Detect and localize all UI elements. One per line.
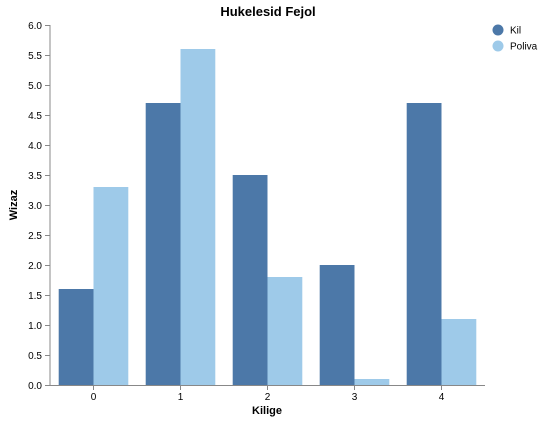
legend-swatch — [492, 40, 504, 52]
y-tick-label: 4.0 — [28, 141, 42, 152]
bar-poliva-0 — [93, 187, 129, 385]
y-tick-label: 1.5 — [28, 291, 42, 302]
bar-kil-1 — [145, 103, 181, 385]
y-tick-label: 5.0 — [28, 81, 42, 92]
bar-kil-4 — [406, 103, 442, 385]
bar-poliva-3 — [354, 379, 390, 385]
x-tick-label: 2 — [265, 392, 271, 403]
y-tick-label: 5.5 — [28, 51, 42, 62]
bar-kil-0 — [58, 289, 94, 385]
y-tick-label: 4.5 — [28, 111, 42, 122]
bar-poliva-4 — [441, 319, 477, 385]
y-tick-label: 0.5 — [28, 351, 42, 362]
legend: Kil Poliva — [492, 24, 538, 53]
y-tick-label: 3.5 — [28, 171, 42, 182]
chart-title: Hukelesid Fejol — [220, 4, 315, 19]
bar-poliva-1 — [180, 49, 216, 385]
x-axis-title: Kilige — [252, 405, 282, 417]
y-tick-label: 2.0 — [28, 261, 42, 272]
x-axis: 0 1 2 3 4 — [50, 385, 485, 403]
legend-label: Poliva — [510, 42, 538, 53]
y-axis-title: Wizaz — [8, 189, 20, 220]
y-tick-label: 0.0 — [28, 381, 42, 392]
bar-poliva-2 — [267, 277, 303, 385]
y-axis: 0.0 0.5 1.0 1.5 2.0 2.5 3.0 3.5 4.0 4.5 5.0 5.5 6.0 — [28, 21, 51, 392]
bars-group — [58, 49, 477, 385]
bar-kil-2 — [232, 175, 268, 385]
y-tick-label: 3.0 — [28, 201, 42, 212]
x-tick-label: 1 — [178, 392, 184, 403]
y-tick-label: 1.0 — [28, 321, 42, 332]
y-tick-label: 2.5 — [28, 231, 42, 242]
legend-label: Kil — [510, 26, 521, 37]
x-tick-label: 4 — [439, 392, 445, 403]
legend-swatch — [492, 24, 504, 36]
x-tick-label: 3 — [352, 392, 358, 403]
x-tick-label: 0 — [91, 392, 97, 403]
bar-kil-3 — [319, 265, 355, 385]
y-tick-label: 6.0 — [28, 21, 42, 32]
